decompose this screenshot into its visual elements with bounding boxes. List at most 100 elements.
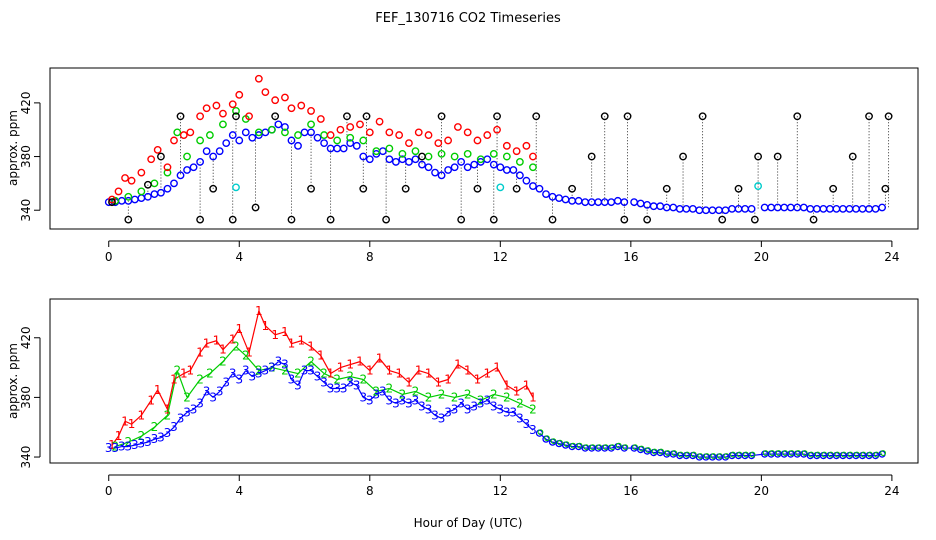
x-tick-label: 20 xyxy=(754,484,769,498)
segment-series-1 xyxy=(457,364,468,372)
point-series-2: 2 xyxy=(183,390,191,404)
x-tick-label: 4 xyxy=(235,484,243,498)
point-red xyxy=(137,168,146,177)
point-series-3: 3 xyxy=(477,396,485,410)
point-series-2: 2 xyxy=(425,390,433,404)
segment-series-2 xyxy=(376,387,390,393)
point-blue xyxy=(669,203,678,212)
point-blue xyxy=(489,160,498,169)
point-red xyxy=(108,195,116,204)
point-red xyxy=(121,174,129,182)
point-black xyxy=(623,112,632,121)
segment-series-2 xyxy=(480,393,495,401)
chart-title: FEF_130716 CO2 Timeseries xyxy=(375,11,561,26)
point-blue xyxy=(574,196,583,205)
point-green xyxy=(463,149,472,158)
point-series-1: 1 xyxy=(196,346,204,360)
segment-series-1 xyxy=(264,325,276,336)
segment-series-1 xyxy=(340,364,351,369)
segment-series-3 xyxy=(356,385,364,398)
point-red xyxy=(365,128,374,137)
point-red xyxy=(529,152,537,161)
point-series-2: 2 xyxy=(490,387,498,401)
point-series-2: 2 xyxy=(124,435,132,449)
point-blue xyxy=(385,155,394,164)
point-overlap-green xyxy=(671,450,678,456)
point-blue xyxy=(463,163,472,172)
point-blue xyxy=(656,202,665,211)
point-series-1: 1 xyxy=(346,358,354,372)
point-black xyxy=(881,184,890,193)
segment-series-1 xyxy=(477,373,488,381)
x-tick-label: 8 xyxy=(366,250,374,264)
point-black xyxy=(512,184,521,193)
point-blue xyxy=(189,163,198,172)
point-black xyxy=(326,215,335,224)
point-series-3: 3 xyxy=(529,423,537,437)
point-blue xyxy=(470,160,479,169)
point-blue xyxy=(620,198,629,207)
point-series-1: 1 xyxy=(262,319,270,333)
point-blue xyxy=(812,204,821,213)
segment-series-3 xyxy=(395,399,403,404)
point-series-3: 3 xyxy=(510,405,518,419)
point-series-3: 3 xyxy=(118,440,126,454)
point-series-3: 3 xyxy=(464,402,472,416)
point-blue xyxy=(411,155,420,164)
point-series-3: 3 xyxy=(288,373,296,387)
x-tick-label: 20 xyxy=(754,250,769,264)
point-blue xyxy=(215,147,224,156)
segment-series-3 xyxy=(363,396,371,401)
point-series-3: 3 xyxy=(131,438,139,452)
segment-series-1 xyxy=(330,367,341,375)
point-blue xyxy=(760,203,769,212)
x-tick-label: 0 xyxy=(105,250,113,264)
point-series-3: 3 xyxy=(444,405,452,419)
point-black xyxy=(718,215,727,224)
point-green xyxy=(346,133,355,142)
point-black xyxy=(418,152,426,161)
point-blue xyxy=(630,198,639,207)
point-black xyxy=(600,112,609,121)
segment-series-1 xyxy=(310,346,322,357)
segment-series-3 xyxy=(291,379,299,386)
point-series-3: 3 xyxy=(333,381,341,395)
point-red xyxy=(202,104,211,113)
point-green xyxy=(320,131,329,139)
point-blue xyxy=(457,158,466,166)
segment-series-2 xyxy=(506,396,521,404)
point-series-1: 1 xyxy=(229,332,237,346)
point-overlap-green xyxy=(557,439,563,446)
point-series-2: 2 xyxy=(294,367,302,381)
bottom-y-axis: 340 380 420 xyxy=(19,326,41,469)
point-blue xyxy=(398,155,407,164)
point-green xyxy=(437,149,446,158)
point-series-1: 1 xyxy=(213,334,221,348)
point-blue xyxy=(117,196,126,205)
point-blue xyxy=(391,158,400,166)
segment-series-2 xyxy=(350,375,364,381)
point-series-2: 2 xyxy=(206,367,214,381)
point-series-1: 1 xyxy=(115,429,123,443)
point-series-3: 3 xyxy=(431,408,439,422)
x-tick-label: 12 xyxy=(493,484,508,498)
point-blue xyxy=(150,190,159,199)
point-series-2: 2 xyxy=(320,367,328,381)
segment-series-3 xyxy=(421,405,429,410)
segment-series-1 xyxy=(232,328,240,340)
point-series-1: 1 xyxy=(483,367,491,381)
segment-series-3 xyxy=(180,411,188,419)
point-green xyxy=(529,163,537,172)
bottom-x-axis: 0 4 8 12 16 20 24 xyxy=(105,474,900,498)
point-black xyxy=(829,184,838,193)
point-blue xyxy=(274,120,283,129)
point-cyan xyxy=(232,183,240,192)
point-series-3: 3 xyxy=(248,370,256,384)
point-red xyxy=(261,88,270,97)
y-tick-label: 340 xyxy=(19,446,33,469)
point-blue xyxy=(143,192,152,201)
point-blue xyxy=(607,198,616,207)
segment-series-3 xyxy=(480,399,488,404)
point-blue xyxy=(675,204,684,213)
x-tick-label: 24 xyxy=(884,250,899,264)
